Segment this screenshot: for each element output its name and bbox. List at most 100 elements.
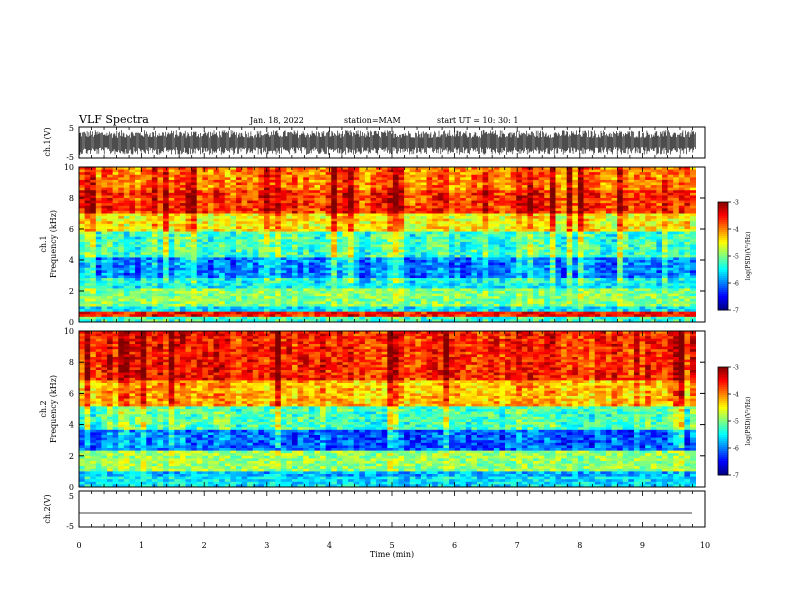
spectrogram-cell — [112, 280, 119, 284]
spectrogram-cell — [566, 200, 573, 204]
spectrogram-cell — [95, 234, 102, 238]
spectrogram-cell — [286, 270, 293, 274]
spectrogram-cell — [544, 265, 551, 269]
spectrogram-cell — [336, 278, 343, 282]
spectrogram-cell — [146, 200, 153, 204]
spectrogram-cell — [163, 229, 170, 232]
spectrogram-cell — [583, 249, 590, 253]
spectrogram-cell — [471, 218, 478, 222]
spectrogram-cell — [174, 195, 181, 199]
spectrogram-cell — [555, 254, 562, 258]
spectrogram-cell — [577, 198, 584, 201]
spectrogram-cell — [241, 231, 248, 235]
spectrogram-cell — [163, 205, 170, 209]
spectrogram-cell — [370, 265, 377, 269]
spectrogram-cell — [376, 267, 383, 271]
spectrogram-cell — [263, 257, 270, 261]
spectrogram-cell — [678, 265, 685, 269]
spectrogram-cell — [476, 195, 483, 199]
spectrogram-cell — [107, 182, 114, 186]
spectrogram-cell — [448, 270, 455, 274]
spectrogram-cell — [404, 278, 411, 282]
spectrogram-cell — [566, 267, 573, 271]
spectrogram-cell — [476, 203, 483, 207]
spectrogram-cell — [527, 216, 534, 220]
spectrogram-cell — [101, 231, 108, 235]
spectrogram-cell — [247, 241, 254, 245]
spectrogram-cell — [611, 234, 618, 238]
spectrogram-cell — [521, 210, 528, 214]
spectrogram-cell — [224, 260, 231, 263]
spectrogram-cell — [639, 272, 646, 276]
spectrogram-cell — [359, 177, 366, 181]
spectrogram-cell — [549, 254, 556, 258]
spectrogram-cell — [286, 254, 293, 258]
spectrogram-cell — [79, 213, 86, 217]
spectrogram-cell — [292, 252, 299, 256]
spectrogram-cell — [409, 231, 416, 235]
spectrogram-cell — [101, 272, 108, 276]
spectrogram-cell — [566, 203, 573, 207]
spectrogram-cell — [605, 198, 612, 201]
spectrogram-cell — [633, 257, 640, 261]
spectrogram-cell — [348, 200, 355, 204]
spectrogram-cell — [471, 179, 478, 183]
spectrogram-cell — [286, 272, 293, 276]
spectrogram-cell — [286, 213, 293, 217]
spectrogram-cell — [90, 169, 97, 173]
spectrogram-cell — [392, 241, 399, 245]
spectrogram-cell — [370, 213, 377, 217]
spectrogram-cell — [460, 174, 467, 178]
spectrogram-cell — [684, 213, 691, 217]
spectrogram-cell — [617, 244, 624, 248]
spectrogram-cell — [398, 185, 405, 189]
spectrogram-cell — [364, 174, 371, 178]
spectrogram-cell — [297, 231, 304, 235]
spectrogram-cell — [684, 262, 691, 266]
spectrogram-cell — [465, 192, 472, 196]
spectrogram-cell — [224, 210, 231, 214]
spectrogram-cell — [230, 278, 237, 282]
spectrogram-cell — [364, 239, 371, 243]
spectrogram-cell — [561, 198, 568, 201]
spectrogram-cell — [101, 221, 108, 225]
spectrogram-cell — [129, 252, 136, 256]
spectrogram-cell — [549, 280, 556, 284]
spectrogram-cell — [280, 187, 287, 191]
spectrogram-cell — [639, 200, 646, 204]
spectrogram-cell — [196, 192, 203, 196]
spectrogram-cell — [460, 247, 467, 251]
spectrogram-cell — [336, 174, 343, 178]
spectrogram-cell — [505, 192, 512, 196]
spectrogram-cell — [628, 221, 635, 225]
spectrogram-cell — [353, 280, 360, 284]
spectrogram-cell — [426, 198, 433, 201]
spectrogram-cell — [465, 167, 472, 170]
spectrogram-cell — [297, 167, 304, 170]
spectrogram-cell — [269, 174, 276, 178]
spectrogram-cell — [129, 223, 136, 227]
spectrogram-cell — [678, 213, 685, 217]
spectrogram-cell — [583, 167, 590, 170]
spectrogram-cell — [320, 257, 327, 261]
spectrogram-cell — [275, 187, 282, 191]
spectrogram-cell — [348, 280, 355, 284]
spectrogram-cell — [493, 192, 500, 196]
spectrogram-cell — [594, 198, 601, 201]
spectrogram-cell — [533, 236, 540, 240]
spectrogram-cell — [594, 260, 601, 263]
spectrogram-cell — [359, 218, 366, 222]
spectrogram-cell — [230, 167, 237, 170]
spectrogram-cell — [527, 244, 534, 248]
spectrogram-cell — [314, 190, 321, 194]
spectrogram-cell — [527, 210, 534, 214]
spectrogram-cell — [549, 278, 556, 282]
spectrogram-cell — [381, 234, 388, 238]
spectrogram-cell — [398, 244, 405, 248]
spectrogram-cell — [465, 169, 472, 173]
spectrogram-cell — [179, 272, 186, 276]
spectrogram-cell — [505, 275, 512, 279]
spectrogram-cell — [168, 247, 175, 251]
spectrogram-cell — [426, 192, 433, 196]
spectrogram-cell — [101, 257, 108, 261]
